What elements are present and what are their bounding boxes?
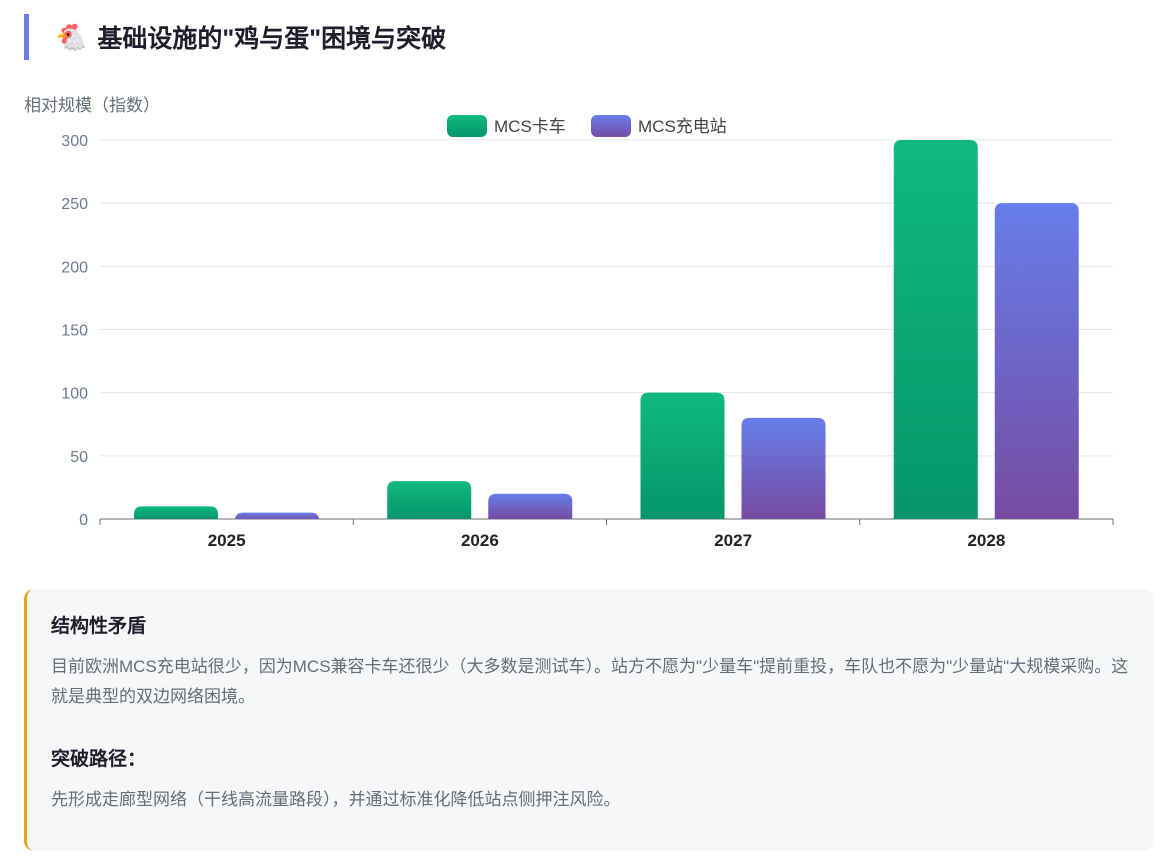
y-tick-label: 300: [61, 133, 88, 150]
x-tick-label: 2028: [967, 531, 1005, 550]
legend-label: MCS卡车: [494, 117, 566, 136]
info-card: 结构性矛盾 目前欧洲MCS充电站很少，因为MCS兼容卡车还很少（大多数是测试车）…: [24, 589, 1154, 851]
y-tick-label: 250: [61, 196, 88, 213]
y-tick-label: 100: [61, 386, 88, 403]
bar-2025-0: [134, 506, 218, 519]
bar-2027-0: [640, 392, 725, 519]
bar-chart: 相对规模（指数） 0 50 100 150 200 250 300 2025 2026 2027 20…: [24, 96, 1114, 550]
card-text-breakthrough: 先形成走廊型网络（干线高流量路段），并通过标准化降低站点侧押注风险。: [51, 790, 621, 809]
bar-2026-1: [488, 493, 573, 519]
y-tick-label: 0: [79, 512, 88, 529]
y-axis-label: 相对规模（指数）: [24, 96, 160, 115]
legend-label: MCS充电站: [638, 117, 727, 136]
legend-swatch: [591, 115, 631, 137]
page-title: 🐔 基础设施的"鸡与蛋"困境与突破: [24, 14, 446, 60]
x-tick-label: 2025: [208, 531, 246, 550]
bar-2028-0: [893, 140, 978, 519]
bar-2025-1: [235, 512, 319, 521]
title-text: 基础设施的"鸡与蛋"困境与突破: [97, 25, 447, 53]
chicken-icon: 🐔: [55, 21, 88, 52]
card-heading-breakthrough: 突破路径：: [51, 749, 147, 770]
x-tick-label: 2027: [714, 531, 752, 550]
bar-2027-1: [741, 417, 826, 519]
bar-2028-1: [994, 203, 1079, 519]
y-tick-label: 200: [61, 259, 88, 276]
y-tick-label: 150: [61, 323, 88, 340]
card-text-conflict: 目前欧洲MCS充电站很少，因为MCS兼容卡车还很少（大多数是测试车）。站方不愿为…: [51, 657, 1129, 706]
card-heading-conflict: 结构性矛盾: [51, 616, 147, 637]
bar-2026-0: [387, 481, 472, 519]
y-tick-label: 50: [70, 449, 88, 466]
x-tick-label: 2026: [461, 531, 499, 550]
legend-swatch: [447, 115, 487, 137]
